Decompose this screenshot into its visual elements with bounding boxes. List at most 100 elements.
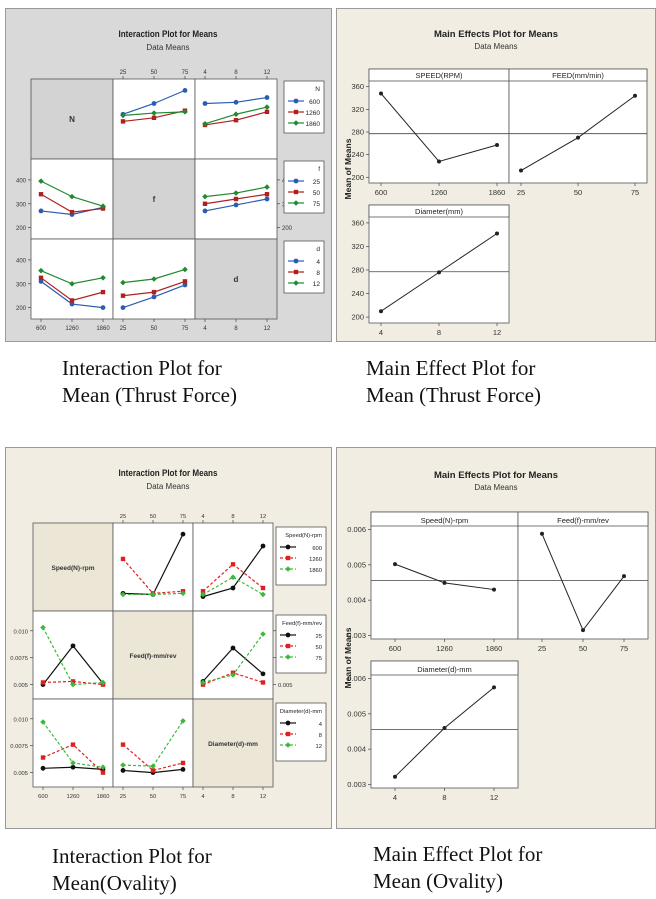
matrix-cell bbox=[112, 610, 194, 700]
y-tick-label: 0.003 bbox=[347, 631, 366, 640]
legend-title: f bbox=[318, 166, 320, 173]
data-point bbox=[260, 680, 266, 685]
data-point bbox=[69, 193, 75, 200]
data-point bbox=[230, 672, 236, 678]
data-point bbox=[202, 193, 208, 200]
data-point bbox=[69, 280, 75, 287]
legend-label: 12 bbox=[313, 281, 321, 288]
data-point bbox=[40, 680, 46, 685]
y-axis-label: Mean of Means bbox=[343, 627, 353, 688]
panel-frame bbox=[517, 511, 649, 640]
x-tick-label: 8 bbox=[231, 514, 234, 520]
x-tick-label: 25 bbox=[120, 514, 126, 520]
y-tick-label: 240 bbox=[351, 289, 364, 298]
data-point bbox=[70, 643, 76, 649]
data-point bbox=[180, 718, 186, 724]
data-point bbox=[202, 101, 208, 106]
data-point bbox=[393, 774, 397, 779]
y-tick-label: 300 bbox=[16, 282, 27, 288]
data-point bbox=[492, 587, 496, 592]
data-point bbox=[69, 301, 75, 307]
legend-label: 25 bbox=[313, 179, 321, 186]
x-tick-label: 75 bbox=[182, 70, 189, 76]
y-tick-label: 0.0075 bbox=[10, 656, 28, 662]
main-effects-plot-ovality: Main Effects Plot for Means Data Means Mea… bbox=[336, 447, 656, 829]
panel-label: Diameter(mm) bbox=[415, 207, 463, 216]
matrix-cell bbox=[30, 78, 114, 160]
data-point bbox=[151, 110, 157, 116]
data-point bbox=[622, 574, 626, 579]
x-tick-label: 75 bbox=[631, 188, 639, 197]
x-tick-label: 4 bbox=[201, 794, 205, 800]
data-point bbox=[70, 681, 76, 688]
legend-label: 1860 bbox=[306, 121, 321, 128]
legend-marker bbox=[293, 98, 299, 104]
data-point bbox=[519, 168, 523, 173]
legend-marker bbox=[293, 258, 299, 264]
interaction-plot-thrust: Interaction Plot for Means Data Means N 25 5… bbox=[5, 8, 332, 342]
factor-label: Diameter(d)-mm bbox=[208, 741, 258, 748]
matrix-cell bbox=[192, 522, 274, 612]
legend-title: Speed(N)-rpm bbox=[285, 533, 322, 539]
x-tick-label: 1860 bbox=[97, 794, 110, 800]
data-point bbox=[120, 742, 126, 747]
series-line bbox=[122, 744, 184, 772]
data-point bbox=[260, 543, 266, 549]
legend-box bbox=[275, 614, 327, 674]
data-point bbox=[38, 275, 44, 281]
panel-header bbox=[368, 204, 510, 218]
x-tick-label: 75 bbox=[620, 644, 628, 653]
x-tick-label: 4 bbox=[379, 328, 383, 337]
data-point bbox=[202, 201, 208, 206]
matrix-cell bbox=[112, 158, 196, 240]
y-tick-label: 0.005 bbox=[347, 560, 366, 569]
legend-marker bbox=[293, 280, 299, 286]
data-point bbox=[633, 93, 637, 98]
data-point bbox=[260, 585, 266, 591]
legend-label: 25 bbox=[316, 634, 322, 640]
data-point bbox=[264, 184, 270, 190]
y-tick-label: 200 bbox=[351, 313, 364, 322]
y-tick-label: 0.005 bbox=[347, 709, 366, 718]
chart-subtitle: Data Means bbox=[146, 43, 189, 52]
y-tick-label: 280 bbox=[351, 128, 364, 137]
caption-interaction-ovality: Interaction Plot for Mean(Ovality) bbox=[52, 844, 212, 895]
y-tick-label: 300 bbox=[16, 202, 27, 208]
data-point bbox=[150, 763, 156, 769]
y-tick-label: 240 bbox=[351, 150, 364, 159]
data-point bbox=[180, 590, 186, 597]
x-tick-label: 50 bbox=[151, 70, 158, 76]
data-point bbox=[38, 208, 44, 214]
data-point bbox=[233, 99, 239, 105]
data-point bbox=[100, 305, 106, 311]
x-tick-label: 50 bbox=[150, 514, 156, 520]
legend-label: 1260 bbox=[306, 110, 321, 117]
data-point bbox=[492, 685, 496, 690]
chart-subtitle: Data Means bbox=[474, 483, 517, 492]
legend-label: 1860 bbox=[309, 568, 322, 574]
x-tick-label: 12 bbox=[260, 794, 266, 800]
x-tick-label: 50 bbox=[150, 794, 156, 800]
data-point bbox=[264, 196, 270, 202]
factor-label: Speed(N)-rpm bbox=[52, 565, 95, 572]
chart-title: Interaction Plot for Means bbox=[119, 467, 218, 478]
matrix-cell bbox=[112, 522, 194, 612]
x-tick-label: 75 bbox=[180, 794, 186, 800]
data-point bbox=[151, 115, 157, 121]
x-tick-label: 600 bbox=[36, 326, 47, 332]
x-tick-label: 12 bbox=[264, 326, 271, 332]
data-point bbox=[260, 671, 266, 677]
data-point bbox=[495, 143, 499, 148]
panel-header bbox=[508, 68, 648, 82]
legend-box bbox=[283, 80, 325, 134]
data-point bbox=[264, 109, 270, 115]
y-tick-label: 200 bbox=[351, 173, 364, 182]
data-point bbox=[233, 111, 239, 118]
x-tick-label: 1860 bbox=[96, 326, 110, 332]
legend-marker bbox=[285, 731, 291, 737]
data-point bbox=[182, 87, 188, 93]
x-tick-label: 75 bbox=[182, 326, 189, 332]
y-tick-label: 0.004 bbox=[347, 745, 366, 754]
legend-marker bbox=[293, 200, 299, 206]
series-line bbox=[202, 576, 264, 595]
